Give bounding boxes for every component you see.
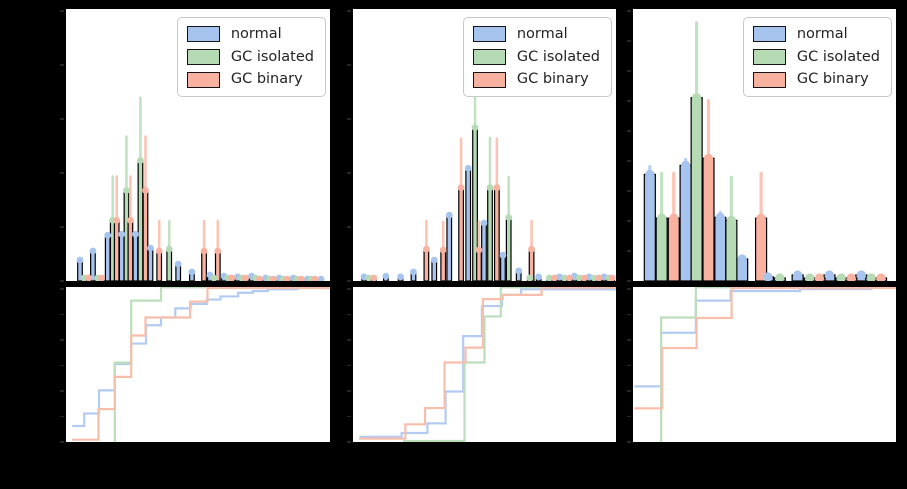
axis-tick <box>627 130 631 132</box>
cdf-panel-middle <box>352 286 617 443</box>
cdf-chart <box>72 287 330 442</box>
legend-swatch-gc-binary <box>752 71 786 88</box>
legend-label: GC isolated <box>516 48 600 65</box>
axis-tick <box>627 288 631 290</box>
axis-tick <box>60 339 64 341</box>
legend: normal GC isolated GC binary <box>462 17 612 98</box>
axis-tick <box>60 172 64 174</box>
legend: normal GC isolated GC binary <box>176 17 326 98</box>
legend-row: normal <box>752 26 880 43</box>
legend-swatch-gc-isolated <box>752 49 786 65</box>
axis-tick <box>627 339 631 341</box>
axis-tick <box>60 313 64 316</box>
legend-swatch-gc-binary <box>472 71 506 88</box>
axis-tick <box>627 390 631 392</box>
legend-label: GC binary <box>230 71 303 88</box>
legend-label: normal <box>230 26 282 42</box>
legend-row: GC isolated <box>186 48 314 66</box>
axis-tick <box>627 100 631 102</box>
axis-tick <box>347 280 351 282</box>
legend-label: GC isolated <box>230 48 314 65</box>
legend-row: GC binary <box>752 71 880 88</box>
legend-row: GC binary <box>472 71 600 88</box>
axis-tick <box>347 64 351 66</box>
axis-tick <box>60 226 64 228</box>
axis-tick <box>627 415 631 418</box>
axis-tick <box>627 313 631 316</box>
axis-tick <box>60 415 64 418</box>
histogram-panel-left: normal GC isolated GC binary <box>65 8 331 282</box>
cdf-panel-left <box>65 286 331 443</box>
axis-tick <box>347 10 351 12</box>
legend-swatch-normal <box>186 26 220 43</box>
axis-tick <box>347 339 351 341</box>
legend-label: GC isolated <box>796 48 880 65</box>
axis-tick <box>60 390 64 392</box>
legend-label: normal <box>516 26 568 42</box>
legend-swatch-gc-binary <box>186 71 220 88</box>
axis-tick <box>60 64 64 66</box>
axis-tick <box>60 441 64 443</box>
axis-tick <box>347 288 351 290</box>
axis-tick <box>627 250 631 252</box>
histogram-panel-middle: normal GC isolated GC binary <box>352 8 617 282</box>
legend-swatch-normal <box>752 26 786 43</box>
legend-label: GC binary <box>516 71 589 88</box>
legend-row: GC isolated <box>472 48 600 66</box>
axis-tick <box>347 364 351 367</box>
legend: normal GC isolated GC binary <box>742 17 892 98</box>
axis-tick <box>60 280 64 282</box>
axis-tick <box>347 172 351 174</box>
cdf-chart <box>359 287 616 442</box>
axis-tick <box>627 220 631 222</box>
axis-tick <box>347 441 351 443</box>
legend-swatch-normal <box>472 26 506 43</box>
histogram-panel-right: normal GC isolated GC binary <box>632 8 897 282</box>
axis-tick <box>627 10 631 12</box>
axis-tick <box>60 10 64 12</box>
axis-tick <box>627 280 631 282</box>
axis-tick <box>627 160 631 162</box>
axis-tick <box>60 288 64 290</box>
axis-tick <box>627 70 631 72</box>
legend-swatch-gc-isolated <box>186 49 220 65</box>
axis-tick <box>60 118 64 120</box>
axis-tick <box>627 364 631 367</box>
legend-row: normal <box>186 26 314 43</box>
cdf-chart <box>634 287 896 442</box>
axis-tick <box>347 118 351 120</box>
axis-tick <box>347 313 351 316</box>
legend-row: normal <box>472 26 600 43</box>
cdf-panel-right <box>632 286 897 443</box>
legend-swatch-gc-isolated <box>472 49 506 65</box>
axis-tick <box>347 226 351 228</box>
legend-row: GC binary <box>186 71 314 88</box>
legend-label: GC binary <box>796 71 869 88</box>
axis-tick <box>627 40 631 42</box>
axis-tick <box>347 415 351 418</box>
axis-tick <box>627 190 631 192</box>
legend-row: GC isolated <box>752 48 880 66</box>
axis-tick <box>347 390 351 392</box>
axis-tick <box>60 364 64 367</box>
histogram-chart <box>643 21 888 281</box>
histogram-chart <box>76 96 325 281</box>
axis-tick <box>627 441 631 443</box>
legend-label: normal <box>796 26 848 42</box>
